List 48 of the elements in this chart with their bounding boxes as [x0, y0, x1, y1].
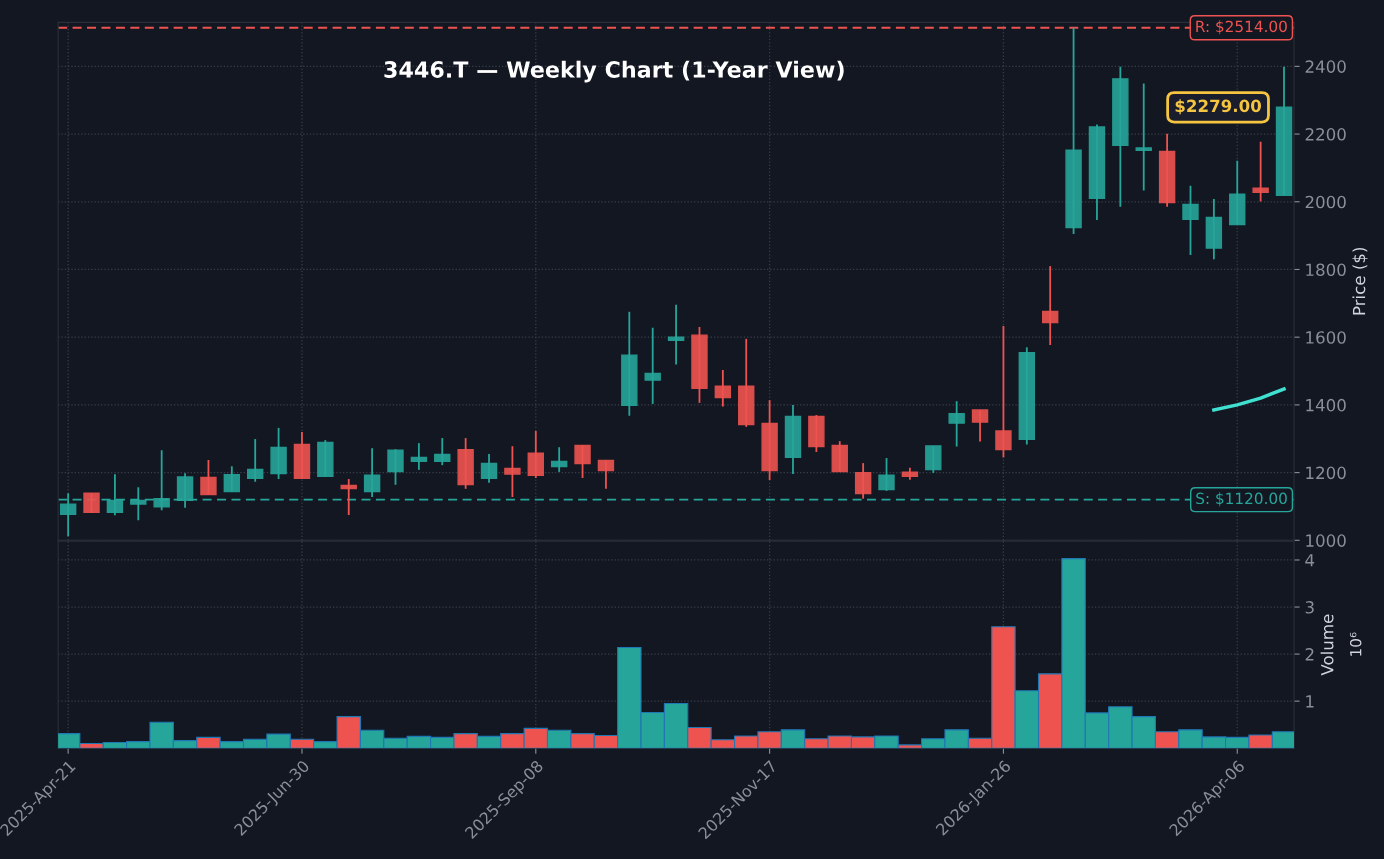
y-axis-title: Volume	[1320, 614, 1334, 676]
y-tick-label: 2400	[1305, 60, 1346, 73]
candlestick	[340, 478, 357, 516]
candlestick	[714, 369, 732, 408]
candlestick	[878, 457, 895, 492]
candlestick	[854, 462, 872, 500]
candlestick	[971, 409, 989, 443]
candlestick	[83, 492, 100, 514]
candlestick	[667, 303, 685, 366]
candlestick	[410, 442, 428, 471]
candlestick	[363, 447, 381, 498]
candlestick	[527, 430, 545, 479]
candlestick	[995, 325, 1012, 459]
annotation: $2279.00	[1175, 99, 1261, 115]
candlestick	[1182, 184, 1199, 256]
y-tick-label: 1200	[1306, 466, 1346, 480]
text: 10⁶	[1349, 632, 1362, 656]
y-tick-label: 1000	[1306, 534, 1346, 547]
candlestick	[597, 459, 615, 490]
y-tick-label: 2000	[1305, 195, 1346, 209]
candlestick	[387, 448, 404, 486]
y-tick-label: 1600	[1306, 331, 1346, 344]
candlestick	[200, 459, 217, 496]
y-tick-label: 1	[1306, 695, 1314, 708]
y-axis-title: Price ($)	[1352, 247, 1368, 315]
text: 3446.T — Weekly Chart (1-Year View)	[384, 60, 844, 83]
y-tick-label: 2200	[1305, 128, 1346, 141]
candlestick	[1135, 82, 1152, 192]
candlestick	[246, 438, 264, 483]
candlestick	[504, 445, 521, 498]
ref-line-label: S: $1120.00	[1196, 492, 1287, 507]
y-tick-label: 1400	[1306, 398, 1346, 412]
candlestick	[644, 326, 661, 405]
y-tick-label: 3	[1305, 601, 1314, 614]
candlestick	[1252, 140, 1269, 203]
y-tick-label: 1800	[1306, 263, 1346, 277]
candlestick	[223, 465, 241, 493]
y-tick-label: 4	[1305, 554, 1315, 567]
candlestick	[574, 444, 591, 479]
candlestick	[480, 453, 498, 484]
candlestick	[948, 400, 965, 448]
candlestick	[434, 437, 451, 467]
candlestick	[550, 446, 568, 473]
line-series	[1212, 387, 1286, 412]
candlestick	[925, 444, 942, 474]
ref-line-label: R: $2514.00	[1196, 20, 1287, 35]
y-tick-label: 2	[1305, 648, 1314, 661]
candlestick	[1041, 265, 1059, 346]
